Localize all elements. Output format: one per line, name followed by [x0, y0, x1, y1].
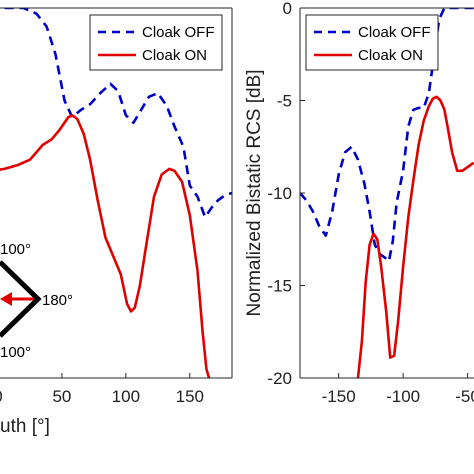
- right-x-tick-label: -100: [386, 387, 420, 406]
- inset-arrow-head: [0, 292, 12, 306]
- left-x-tick-label: 50: [52, 387, 71, 406]
- left-legend: Cloak OFF Cloak ON: [89, 14, 223, 71]
- left-legend-label-on: Cloak ON: [142, 47, 207, 64]
- right-series-cloak-off-line: [300, 8, 474, 263]
- inset-label-right: 180°: [42, 292, 73, 309]
- inset-diagram: 100° 180° 100°: [0, 241, 73, 361]
- inset-label-top: 100°: [0, 241, 31, 258]
- right-legend-label-off: Cloak OFF: [358, 24, 431, 41]
- left-x-ticks: 0 50 100 150: [0, 373, 204, 406]
- right-y-tick-label: -5: [277, 92, 292, 111]
- right-legend: Cloak OFF Cloak ON: [305, 14, 439, 71]
- right-y-tick-label: -20: [267, 369, 292, 388]
- right-y-ticks: 0 -5 -10 -15 -20: [267, 0, 305, 388]
- right-chart-panel: -150 -100 -50 0 -5 -10 -15 -20 Normalized Bist…: [244, 0, 474, 406]
- left-legend-label-off: Cloak OFF: [142, 24, 215, 41]
- right-x-ticks: -150 -100 -50: [322, 373, 474, 406]
- inset-diamond-outline: [0, 260, 42, 338]
- inset-label-bottom: 100°: [0, 344, 31, 361]
- left-x-axis-label: uth [°]: [0, 416, 50, 437]
- left-chart-panel: 0 50 100 150 uth [°] Cloak OFF Cloak ON 100…: [0, 7, 233, 437]
- left-x-tick-label: 0: [0, 387, 3, 406]
- left-series-cloak-on-line: [0, 114, 211, 378]
- right-y-tick-label: -15: [267, 277, 292, 296]
- right-y-tick-label: 0: [283, 0, 292, 18]
- right-series-group: [300, 8, 474, 378]
- right-legend-label-on: Cloak ON: [358, 47, 423, 64]
- right-y-tick-label: -10: [267, 184, 292, 203]
- left-series-cloak-off-line: [0, 8, 232, 219]
- right-legend-box: [305, 14, 439, 71]
- right-x-tick-label: -150: [322, 387, 356, 406]
- right-x-tick-label: -50: [455, 387, 474, 406]
- left-x-tick-label: 100: [112, 387, 140, 406]
- left-legend-box: [89, 14, 223, 71]
- right-y-axis-label: Normalized Bistatic RCS [dB]: [244, 69, 265, 316]
- left-series-group: [0, 8, 232, 378]
- left-x-tick-label: 150: [176, 387, 204, 406]
- right-series-cloak-on-line: [356, 95, 474, 378]
